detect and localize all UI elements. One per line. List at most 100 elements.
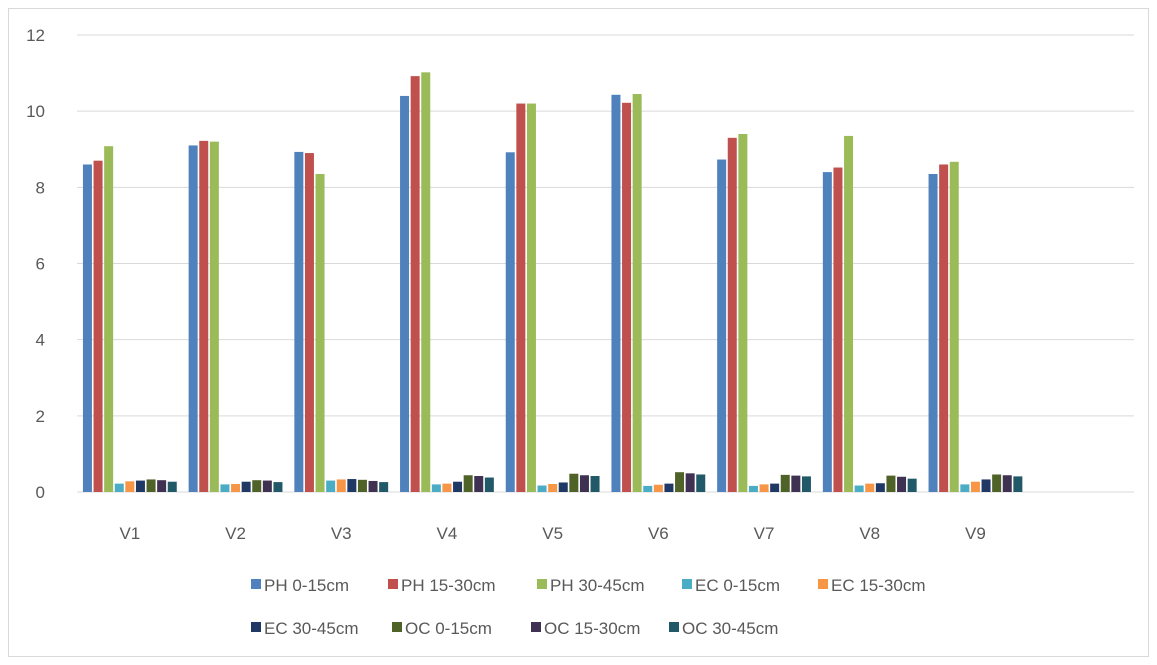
x-tick-label: V3 (331, 524, 352, 543)
bar-v7-oc-30-45cm (801, 476, 811, 492)
bar-v6-ec-30-45cm (664, 483, 674, 492)
bar-v3-ph-30-45cm (315, 174, 325, 493)
legend-item: OC 0-15cm (392, 619, 492, 638)
y-tick-label: 12 (26, 26, 45, 45)
bar-v8-ph-0-15cm (822, 172, 832, 492)
bar-v4-ph-15-30cm (410, 76, 420, 492)
bar-v1-ph-15-30cm (93, 160, 103, 493)
x-axis-ticks: V1 V2 V3 V4 V5 V6 V7 V8 V9 (119, 524, 985, 543)
legend-label: OC 0-15cm (405, 619, 492, 638)
legend-item: PH 15-30cm (388, 576, 495, 595)
x-tick-label: V8 (859, 524, 880, 543)
bar-v6-oc-0-15cm (675, 472, 685, 492)
bar-v4-ph-0-15cm (400, 95, 410, 492)
legend-swatch (251, 622, 261, 632)
bar-v8-ph-30-45cm (844, 135, 854, 492)
bar-v1-ph-0-15cm (82, 164, 92, 492)
bar-v8-oc-15-30cm (897, 476, 907, 492)
y-tick-label: 10 (26, 102, 45, 121)
legend-swatch (531, 622, 541, 632)
bar-v7-ec-15-30cm (759, 484, 769, 492)
bar-v6-ph-30-45cm (632, 94, 642, 492)
bar-v9-oc-30-45cm (1013, 476, 1023, 492)
bar-v6-ph-15-30cm (622, 102, 632, 492)
y-tick-label: 0 (36, 483, 45, 502)
bar-v2-ph-30-45cm (209, 141, 219, 492)
bar-v9-ec-0-15cm (960, 484, 970, 492)
legend-item: PH 0-15cm (251, 576, 349, 595)
bar-v1-ec-15-30cm (125, 481, 135, 492)
bar-v2-oc-15-30cm (262, 480, 272, 492)
legend-label: EC 15-30cm (831, 576, 925, 595)
bar-v4-ec-0-15cm (431, 484, 441, 492)
bar-v2-ph-0-15cm (188, 145, 198, 493)
bar-v3-ec-15-30cm (336, 479, 346, 492)
legend: PH 0-15cm PH 15-30cm PH 30-45cm EC 0-15cm EC… (251, 576, 925, 638)
legend-swatch (682, 579, 692, 589)
x-tick-label: V6 (648, 524, 669, 543)
bar-v6-ec-0-15cm (643, 485, 653, 492)
bar-v1-oc-15-30cm (157, 480, 167, 492)
bars (82, 72, 1023, 493)
bar-v5-ec-30-45cm (558, 482, 568, 492)
x-tick-label: V7 (754, 524, 775, 543)
legend-swatch (537, 579, 547, 589)
x-tick-label: V1 (119, 524, 140, 543)
bar-v8-oc-0-15cm (886, 475, 896, 492)
y-tick-label: 8 (36, 178, 45, 197)
legend-item: EC 15-30cm (818, 576, 925, 595)
legend-label: OC 15-30cm (544, 619, 640, 638)
gridlines (77, 34, 1134, 493)
bar-v8-ph-15-30cm (833, 167, 843, 492)
bar-v5-ph-30-45cm (526, 103, 536, 493)
bar-v9-ec-15-30cm (970, 481, 980, 492)
bar-v2-ph-15-30cm (199, 140, 209, 492)
bar-v1-ec-0-15cm (114, 483, 124, 492)
bar-v5-ec-0-15cm (537, 485, 547, 492)
bar-v7-oc-15-30cm (791, 475, 801, 492)
bar-v9-ph-15-30cm (939, 164, 949, 492)
y-axis-ticks: 0 2 4 6 8 10 12 (26, 26, 45, 502)
bar-v9-ec-30-45cm (981, 479, 991, 492)
legend-swatch (388, 579, 398, 589)
x-tick-label: V2 (225, 524, 246, 543)
bar-v3-oc-30-45cm (379, 482, 389, 492)
bar-v3-oc-0-15cm (357, 479, 367, 492)
bar-v5-oc-30-45cm (590, 476, 600, 492)
bar-v1-oc-0-15cm (146, 479, 156, 492)
bar-v4-ph-30-45cm (421, 72, 431, 493)
legend-item: OC 30-45cm (669, 619, 778, 638)
x-tick-label: V5 (542, 524, 563, 543)
legend-label: PH 15-30cm (401, 576, 495, 595)
bar-v4-ec-30-45cm (453, 481, 463, 492)
bar-v4-oc-15-30cm (474, 476, 484, 492)
legend-label: OC 30-45cm (682, 619, 778, 638)
legend-label: PH 30-45cm (550, 576, 644, 595)
legend-item: EC 0-15cm (682, 576, 780, 595)
bar-v1-ph-30-45cm (104, 146, 114, 492)
x-tick-label: V4 (437, 524, 458, 543)
bar-v4-oc-0-15cm (463, 475, 473, 492)
bar-v5-oc-0-15cm (569, 473, 579, 492)
bar-v9-oc-15-30cm (1002, 475, 1012, 492)
bar-v7-ph-0-15cm (717, 159, 727, 492)
bar-v5-ph-15-30cm (516, 103, 526, 493)
bar-v3-ec-30-45cm (347, 479, 357, 492)
bar-v3-ph-0-15cm (294, 151, 304, 492)
legend-item: PH 30-45cm (537, 576, 644, 595)
legend-label: EC 0-15cm (695, 576, 780, 595)
y-tick-label: 4 (36, 331, 45, 350)
legend-label: PH 0-15cm (264, 576, 349, 595)
legend-swatch (818, 579, 828, 589)
bar-v8-ec-30-45cm (875, 483, 885, 492)
bar-v5-oc-15-30cm (579, 475, 589, 492)
bar-v2-ec-15-30cm (231, 484, 241, 492)
bar-v7-ph-30-45cm (738, 134, 748, 492)
legend-swatch (251, 579, 261, 589)
bar-v8-ec-0-15cm (854, 485, 864, 492)
bar-v7-ph-15-30cm (727, 137, 737, 492)
bar-v6-oc-30-45cm (696, 474, 706, 492)
legend-label: EC 30-45cm (264, 619, 358, 638)
bar-v3-ph-15-30cm (304, 153, 314, 492)
